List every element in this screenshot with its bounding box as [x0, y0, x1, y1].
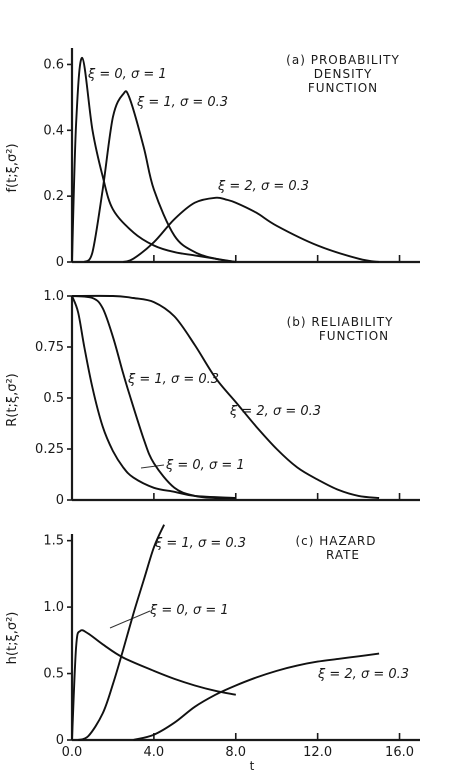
- panel-c-leader-line: [109, 610, 151, 629]
- panel-c-x-tick-label: 4.0: [144, 745, 165, 760]
- panel-b-y-tick-label: 0.75: [35, 340, 64, 355]
- panel-b-title-line1: (b) RELIABILITY: [287, 315, 394, 329]
- panel-a-annotation-xi1: ξ = 1, σ = 0.3: [136, 95, 228, 110]
- panel-c-title: (c) HAZARD RATE: [295, 534, 376, 562]
- panel-a-y-tick-label: 0.2: [43, 189, 64, 204]
- panel-c-y-axis-label: h(t;ξ,σ²): [5, 612, 20, 665]
- panel-a-curve-xi1: [83, 90, 236, 263]
- panel-a-y-axis-label: f(t;ξ,σ²): [5, 143, 20, 192]
- panel-a-curve-xi0: [71, 56, 236, 263]
- panel-c-x-tick-label: 16.0: [385, 745, 414, 760]
- panel-a-curve-xi2: [122, 196, 380, 263]
- panel-b-curve-xi2: [71, 294, 380, 499]
- panel-b-leader-line: [140, 464, 165, 469]
- panel-c-title-line1: (c) HAZARD: [295, 534, 376, 548]
- panel-c-y-tick-label: 1.0: [43, 600, 64, 615]
- panel-b-title-line2: FUNCTION: [319, 329, 389, 343]
- panel-b-curve-xi0: [71, 295, 236, 499]
- panel-a-annotation-xi2: ξ = 2, σ = 0.3: [217, 179, 309, 194]
- panel-c-y-tick-label: 1.5: [43, 534, 64, 549]
- panel-c-y-tick-label: 0.5: [43, 667, 64, 682]
- panel-c-annotation-xi1: ξ = 1, σ = 0.3: [154, 536, 246, 551]
- panel-c-y-tick-label: 0: [56, 733, 64, 748]
- panel-b: (b) RELIABILITY FUNCTION R(t;ξ,σ²) ξ = 1…: [5, 289, 420, 508]
- panel-a-y-tick-label: 0.6: [43, 57, 64, 72]
- panel-b-y-tick-label: 1.0: [43, 289, 64, 304]
- panel-b-y-tick-label: 0.25: [35, 442, 64, 457]
- panel-b-y-tick-label: 0: [56, 493, 64, 508]
- panel-c-annotation-xi2: ξ = 2, σ = 0.3: [317, 667, 409, 682]
- panel-a-title-line3: FUNCTION: [308, 81, 378, 95]
- panel-b-annotation-xi1: ξ = 1, σ = 0.3: [127, 372, 219, 387]
- panel-c-curve-xi2: [133, 652, 380, 741]
- panel-a-y-tick-label: 0: [56, 255, 64, 270]
- panel-a-annotation-xi0: ξ = 0, σ = 1: [87, 67, 167, 82]
- panel-b-title: (b) RELIABILITY FUNCTION: [287, 315, 394, 343]
- panel-c-x-tick-label: 0.0: [62, 745, 83, 760]
- panel-b-annotation-xi2: ξ = 2, σ = 0.3: [229, 404, 321, 419]
- panel-c-x-tick-label: 12.0: [303, 745, 332, 760]
- panel-b-annotation-xi0: ξ = 0, σ = 1: [165, 458, 245, 473]
- panel-c: (c) HAZARD RATE h(t;ξ,σ²) ξ = 1, σ = 0.3…: [5, 524, 420, 771]
- panel-c-x-axis-label: t: [250, 759, 255, 771]
- panel-a-y-tick-label: 0.4: [43, 123, 64, 138]
- panel-c-annotation-xi0: ξ = 0, σ = 1: [149, 603, 229, 618]
- panel-a-title-line2: DENSITY: [314, 67, 373, 81]
- panel-a-title: (a) PROBABILITY DENSITY FUNCTION: [286, 53, 400, 95]
- panel-c-curve-xi0: [71, 629, 236, 741]
- panel-c-x-tick-label: 8.0: [225, 745, 246, 760]
- panel-b-y-axis-label: R(t;ξ,σ²): [5, 373, 20, 427]
- panel-b-curve-xi1: [71, 295, 236, 500]
- panel-b-y-tick-label: 0.5: [43, 391, 64, 406]
- panel-c-curve-xi1: [77, 524, 165, 741]
- panel-a-title-line1: (a) PROBABILITY: [286, 53, 400, 67]
- panel-c-title-line2: RATE: [326, 548, 360, 562]
- panel-a: (a) PROBABILITY DENSITY FUNCTION f(t;ξ,σ…: [5, 48, 420, 270]
